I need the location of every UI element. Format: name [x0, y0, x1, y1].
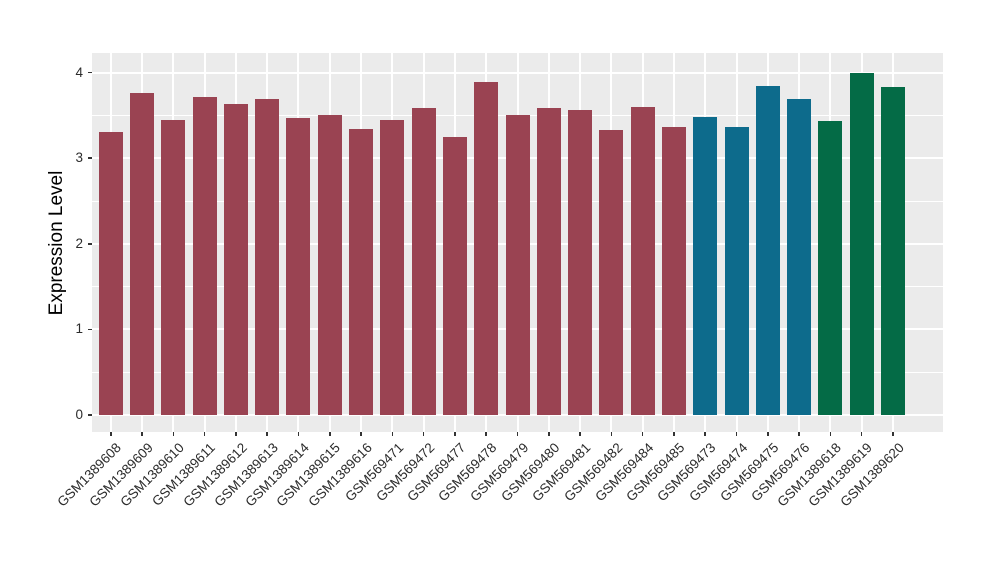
bar-GSM569472: [411, 107, 436, 415]
x-tick-mark: [203, 432, 206, 436]
x-tick-mark: [673, 432, 675, 436]
bar-GSM1389618: [818, 120, 843, 415]
plot-panel: [92, 53, 943, 432]
x-tick-mark: [297, 432, 300, 436]
y-tick-mark: [88, 157, 92, 159]
bar-GSM569485: [661, 126, 686, 415]
x-tick-mark: [829, 432, 832, 436]
bar-GSM569474: [724, 126, 749, 415]
bar-GSM1389609: [130, 93, 155, 415]
y-tick-label: 1: [75, 321, 83, 337]
bar-GSM1389615: [317, 115, 342, 415]
x-tick-mark: [641, 432, 644, 436]
bar-GSM1389610: [161, 119, 186, 415]
x-tick-mark: [485, 432, 487, 436]
bar-GSM1389608: [98, 131, 123, 415]
x-tick-mark: [422, 432, 425, 436]
y-tick-mark: [88, 414, 92, 416]
y-tick-label: 0: [75, 407, 83, 422]
x-tick-mark: [391, 432, 394, 436]
x-tick-mark: [767, 432, 769, 436]
bar-GSM1389620: [880, 87, 905, 415]
y-tick-label: 3: [75, 150, 83, 166]
bar-GSM569475: [755, 86, 780, 415]
x-tick-mark: [266, 432, 268, 436]
x-tick-mark: [110, 432, 112, 436]
y-tick-label: 2: [75, 235, 83, 251]
bar-GSM1389614: [286, 117, 311, 415]
x-tick-mark: [454, 432, 456, 436]
x-tick-mark: [704, 432, 706, 436]
major-gridline: [92, 414, 943, 416]
x-tick-mark: [516, 432, 519, 436]
y-tick-mark: [88, 71, 92, 74]
bar-GSM569481: [568, 110, 593, 415]
x-tick-mark: [141, 432, 143, 436]
bar-GSM1389611: [192, 96, 217, 415]
bar-GSM1389616: [349, 129, 374, 415]
x-tick-mark: [579, 432, 581, 436]
y-tick-mark: [88, 328, 92, 331]
y-tick-label: 4: [75, 64, 83, 80]
x-tick-mark: [360, 432, 362, 436]
bar-GSM569476: [787, 99, 812, 415]
x-tick-mark: [610, 432, 613, 436]
x-tick-mark: [172, 432, 175, 436]
bar-GSM569479: [505, 115, 530, 415]
x-tick-mark: [235, 432, 237, 436]
bar-GSM1389613: [255, 99, 280, 415]
bar-GSM1389619: [849, 73, 874, 415]
bar-GSM569484: [630, 106, 655, 415]
bar-GSM1389612: [223, 104, 248, 415]
bar-GSM569478: [474, 82, 499, 415]
x-tick-mark: [548, 432, 550, 436]
y-tick-mark: [88, 243, 92, 245]
bar-GSM569477: [442, 136, 467, 415]
bar-GSM569480: [536, 107, 561, 415]
major-gridline: [92, 71, 943, 74]
x-tick-mark: [798, 432, 800, 436]
bar-GSM569473: [693, 117, 718, 415]
x-tick-mark: [735, 432, 738, 436]
x-tick-mark: [329, 432, 331, 436]
x-tick-mark: [860, 432, 863, 436]
x-tick-mark: [892, 432, 894, 436]
bar-GSM569471: [380, 119, 405, 415]
bar-GSM569482: [599, 129, 624, 415]
